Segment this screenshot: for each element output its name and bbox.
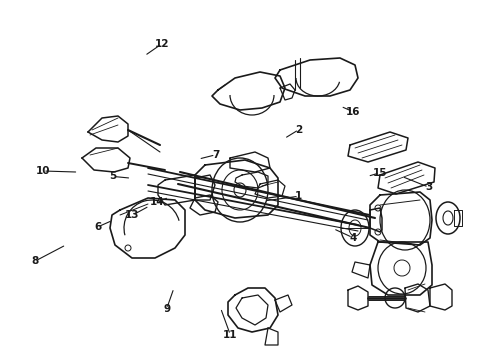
- Text: 15: 15: [372, 168, 387, 178]
- Text: 8: 8: [32, 256, 39, 266]
- Text: 6: 6: [95, 222, 101, 232]
- Text: 3: 3: [425, 182, 432, 192]
- Text: 4: 4: [349, 233, 357, 243]
- Text: 16: 16: [345, 107, 360, 117]
- Text: 5: 5: [109, 171, 116, 181]
- Text: 9: 9: [163, 304, 170, 314]
- Text: 14: 14: [149, 197, 164, 207]
- Text: 10: 10: [36, 166, 50, 176]
- Text: 12: 12: [154, 39, 169, 49]
- Text: 2: 2: [295, 125, 302, 135]
- Text: 1: 1: [295, 191, 302, 201]
- Text: 13: 13: [125, 210, 140, 220]
- Text: 11: 11: [223, 330, 238, 340]
- Text: 7: 7: [212, 150, 220, 160]
